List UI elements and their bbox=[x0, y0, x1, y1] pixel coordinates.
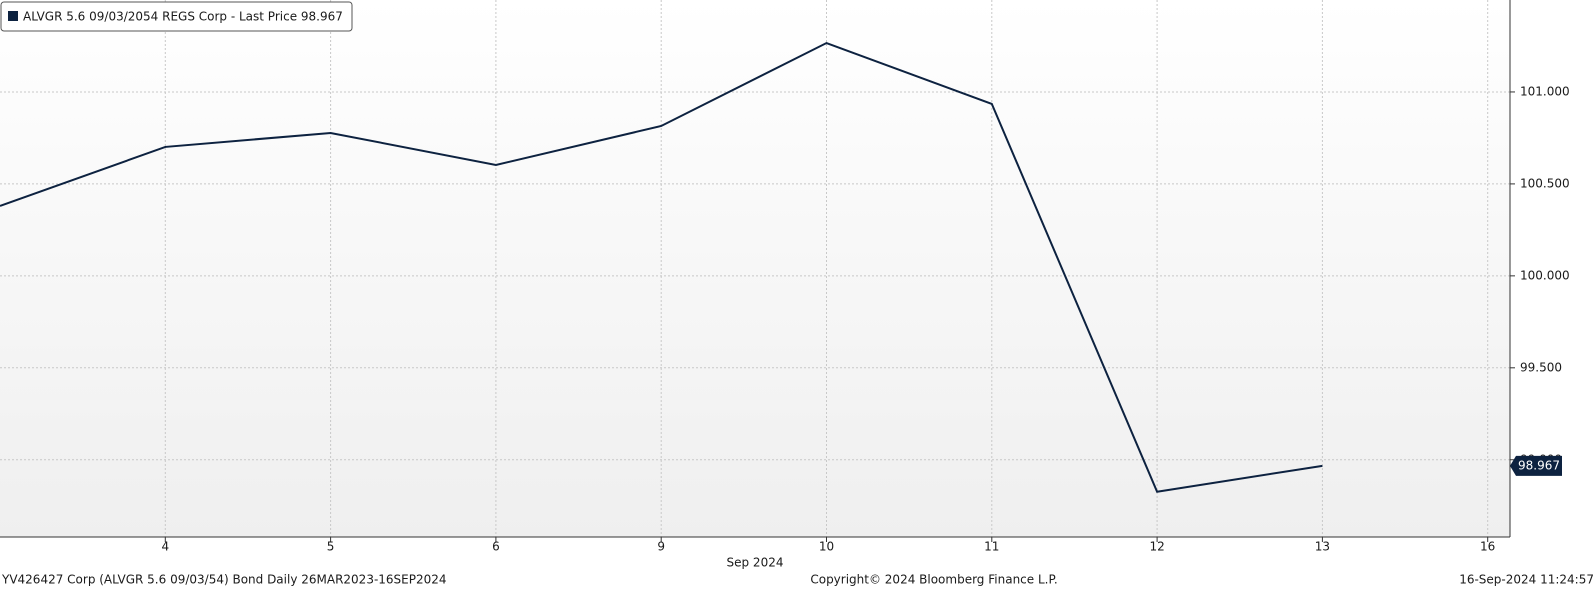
last-price-label: 98.967 bbox=[1518, 458, 1560, 472]
y-tick-label: 99.500 bbox=[1520, 360, 1562, 374]
x-tick-label: 5 bbox=[327, 540, 335, 554]
y-tick-label: 100.000 bbox=[1520, 268, 1570, 282]
footer-right: 16-Sep-2024 11:24:57 bbox=[1459, 573, 1594, 587]
legend-swatch bbox=[8, 11, 18, 21]
y-tick-label: 101.000 bbox=[1520, 84, 1570, 98]
plot-area bbox=[0, 0, 1510, 537]
x-tick-label: 11 bbox=[984, 540, 999, 554]
x-tick-label: 13 bbox=[1315, 540, 1330, 554]
last-price-tag bbox=[1510, 455, 1562, 476]
line bbox=[0, 41, 1323, 493]
legend-text: ALVGR 5.6 09/03/2054 REGS Corp - Last Pr… bbox=[23, 10, 343, 24]
legend bbox=[0, 1, 353, 32]
x-tick-label: 6 bbox=[492, 540, 500, 554]
x-tick-label: 16 bbox=[1480, 540, 1495, 554]
x-tick-label: 12 bbox=[1149, 540, 1164, 554]
x-axis-label: Sep 2024 bbox=[727, 556, 784, 570]
footer-center: Copyright© 2024 Bloomberg Finance L.P. bbox=[810, 573, 1057, 587]
x-tick-label: 4 bbox=[161, 540, 169, 554]
y-tick-label: 100.500 bbox=[1520, 176, 1570, 190]
footer-left: YV426427 Corp (ALVGR 5.6 09/03/54) Bond … bbox=[1, 573, 447, 587]
x-tick-label: 9 bbox=[657, 540, 665, 554]
x-tick-label: 10 bbox=[819, 540, 834, 554]
